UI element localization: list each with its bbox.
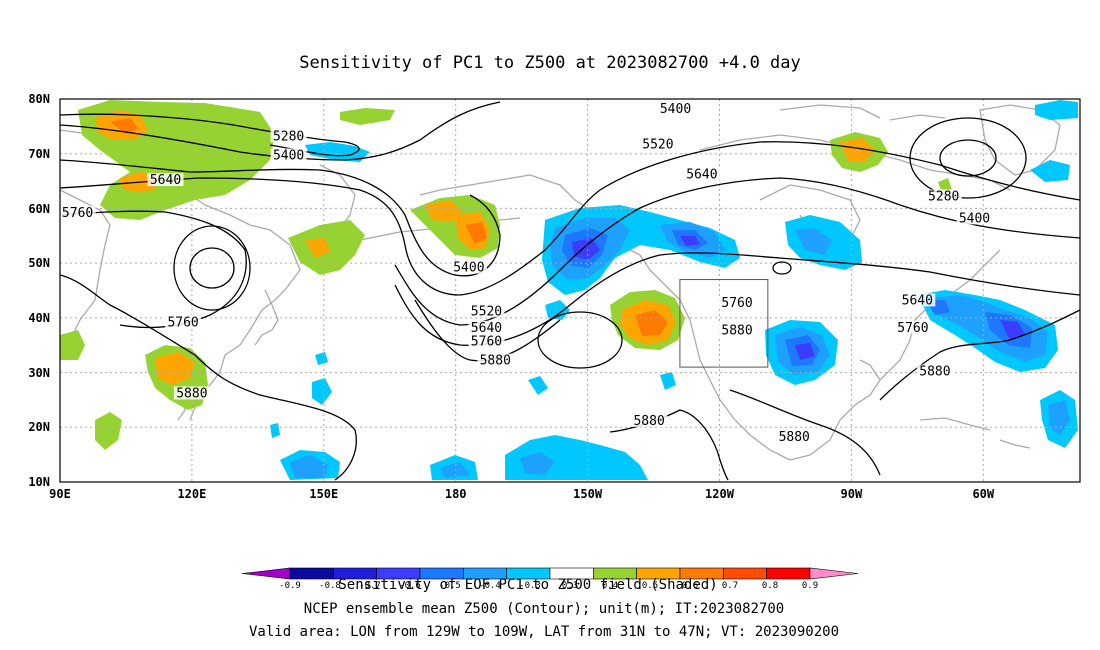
svg-text:5640: 5640 <box>471 321 502 336</box>
contour-label: 5400 <box>450 260 487 276</box>
colorbar-swatch <box>809 567 859 580</box>
svg-text:5400: 5400 <box>959 211 990 226</box>
footer-line-3: Valid area: LON from 129W to 109W, LAT f… <box>249 624 839 640</box>
contour-label: 5640 <box>683 167 720 183</box>
footer-line-1: Sensitivity of EOF PC1 to Z500 field (Sh… <box>338 577 717 593</box>
lon-label: 120W <box>705 487 735 501</box>
colorbar-tick-label: 0.8 <box>762 581 778 591</box>
svg-text:5400: 5400 <box>453 261 484 276</box>
colorbar-tick-label: -0.4 <box>479 581 501 591</box>
lat-label: 60N <box>28 202 50 216</box>
svg-text:5400: 5400 <box>660 102 691 117</box>
colorbar-tick-label: -0.6 <box>399 581 421 591</box>
contour-label: 5400 <box>270 148 307 163</box>
contour-label: 5880 <box>631 413 668 429</box>
lon-label: 60W <box>972 487 994 501</box>
contour-label: 5880 <box>916 364 953 380</box>
contour-label: 5520 <box>639 137 676 153</box>
svg-text:5280: 5280 <box>273 129 304 144</box>
contour-label: 5880 <box>776 430 813 445</box>
contour-label: 5760 <box>894 320 931 336</box>
svg-text:5880: 5880 <box>480 354 511 369</box>
colorbar-tick-label: -0.8 <box>319 581 341 591</box>
contour-label: 5760 <box>468 334 505 349</box>
colorbar-tick-label: 0.9 <box>802 581 818 591</box>
svg-text:5880: 5880 <box>633 414 664 429</box>
colorbar-swatch <box>766 567 811 580</box>
contour-label: 5520 <box>468 304 505 319</box>
svg-text:5520: 5520 <box>471 304 502 319</box>
colorbar-swatch <box>241 567 291 580</box>
colorbar-swatch <box>723 567 767 580</box>
contour-label: 5640 <box>899 293 936 308</box>
contour-label: 5640 <box>468 320 505 336</box>
svg-text:5640: 5640 <box>150 173 181 188</box>
svg-text:5880: 5880 <box>176 386 207 401</box>
contour-label: 5400 <box>956 211 993 226</box>
svg-text:5280: 5280 <box>928 189 959 204</box>
lon-labels: 90E 120E 150E 180 150W 120W 90W 60W <box>49 487 995 501</box>
svg-text:5760: 5760 <box>721 296 752 311</box>
svg-text:5520: 5520 <box>642 138 673 153</box>
svg-text:5760: 5760 <box>897 321 928 336</box>
shaded-sensitivity <box>60 100 1078 480</box>
contour-label: 5880 <box>719 323 756 339</box>
svg-text:5760: 5760 <box>167 315 198 330</box>
colorbar-tick-label: 0.6 <box>682 581 698 591</box>
contour-labels: 5280540056405760576058805400552056405760… <box>60 101 993 445</box>
colorbar: -0.9 -0.8 -0.7 -0.6 -0.5 -0.4 -0.3 0.3 0.4 0.5 0.6… <box>241 567 859 591</box>
lat-labels: 80N 70N 60N 50N 40N 30N 20N 10N <box>28 92 50 489</box>
svg-text:5760: 5760 <box>62 206 93 221</box>
grid-lines <box>60 99 1080 482</box>
lon-label: 90W <box>841 487 863 501</box>
colorbar-tick-label: -0.5 <box>439 581 461 591</box>
lat-label: 10N <box>28 475 50 489</box>
svg-text:5640: 5640 <box>902 293 933 308</box>
svg-text:5880: 5880 <box>919 365 950 380</box>
lon-label: 150W <box>573 487 603 501</box>
colorbar-tick-label: 0.7 <box>722 581 738 591</box>
svg-text:5400: 5400 <box>273 148 304 163</box>
lat-label: 50N <box>28 256 50 270</box>
contour-label: 5280 <box>925 189 962 204</box>
contour-label: 5880 <box>173 386 210 401</box>
colorbar-tick-label: -0.7 <box>359 581 381 591</box>
contour-label: 5280 <box>270 129 307 144</box>
lat-label: 80N <box>28 92 50 106</box>
lat-label: 20N <box>28 420 50 434</box>
contour-label: 5880 <box>477 353 514 369</box>
svg-text:5880: 5880 <box>779 430 810 445</box>
lat-label: 70N <box>28 147 50 161</box>
colorbar-tick-label: -0.9 <box>279 581 301 591</box>
lon-label: 90E <box>49 487 71 501</box>
map-plot-area: 5280540056405760576058805400552056405760… <box>60 99 1080 482</box>
map-frame <box>59 98 1081 483</box>
lon-label: 120E <box>177 487 206 501</box>
lon-label: 180 <box>445 487 467 501</box>
svg-text:5880: 5880 <box>721 324 752 339</box>
colorbar-tick-label: 0.3 <box>562 581 578 591</box>
contour-label: 5760 <box>60 205 96 221</box>
lat-label: 40N <box>28 311 50 325</box>
contour-label: 5760 <box>719 296 756 311</box>
contour-label: 5400 <box>657 101 694 117</box>
svg-text:5640: 5640 <box>686 168 717 183</box>
footer: Sensitivity of EOF PC1 to Z500 field (Sh… <box>249 577 839 640</box>
contour-label: 5640 <box>147 173 184 188</box>
footer-line-2: NCEP ensemble mean Z500 (Contour); unit(… <box>304 601 784 617</box>
svg-text:5760: 5760 <box>471 334 502 349</box>
colorbar-tick-label: 0.4 <box>602 581 618 591</box>
lon-label: 150E <box>309 487 338 501</box>
map-title: Sensitivity of PC1 to Z500 at 2023082700… <box>299 53 801 73</box>
colorbar-swatch <box>289 567 334 580</box>
contour-label: 5760 <box>165 315 202 330</box>
lat-label: 30N <box>28 366 50 380</box>
valid-area-box <box>679 279 769 368</box>
colorbar-tick-label: 0.5 <box>642 581 658 591</box>
colorbar-tick-label: -0.3 <box>519 581 541 591</box>
